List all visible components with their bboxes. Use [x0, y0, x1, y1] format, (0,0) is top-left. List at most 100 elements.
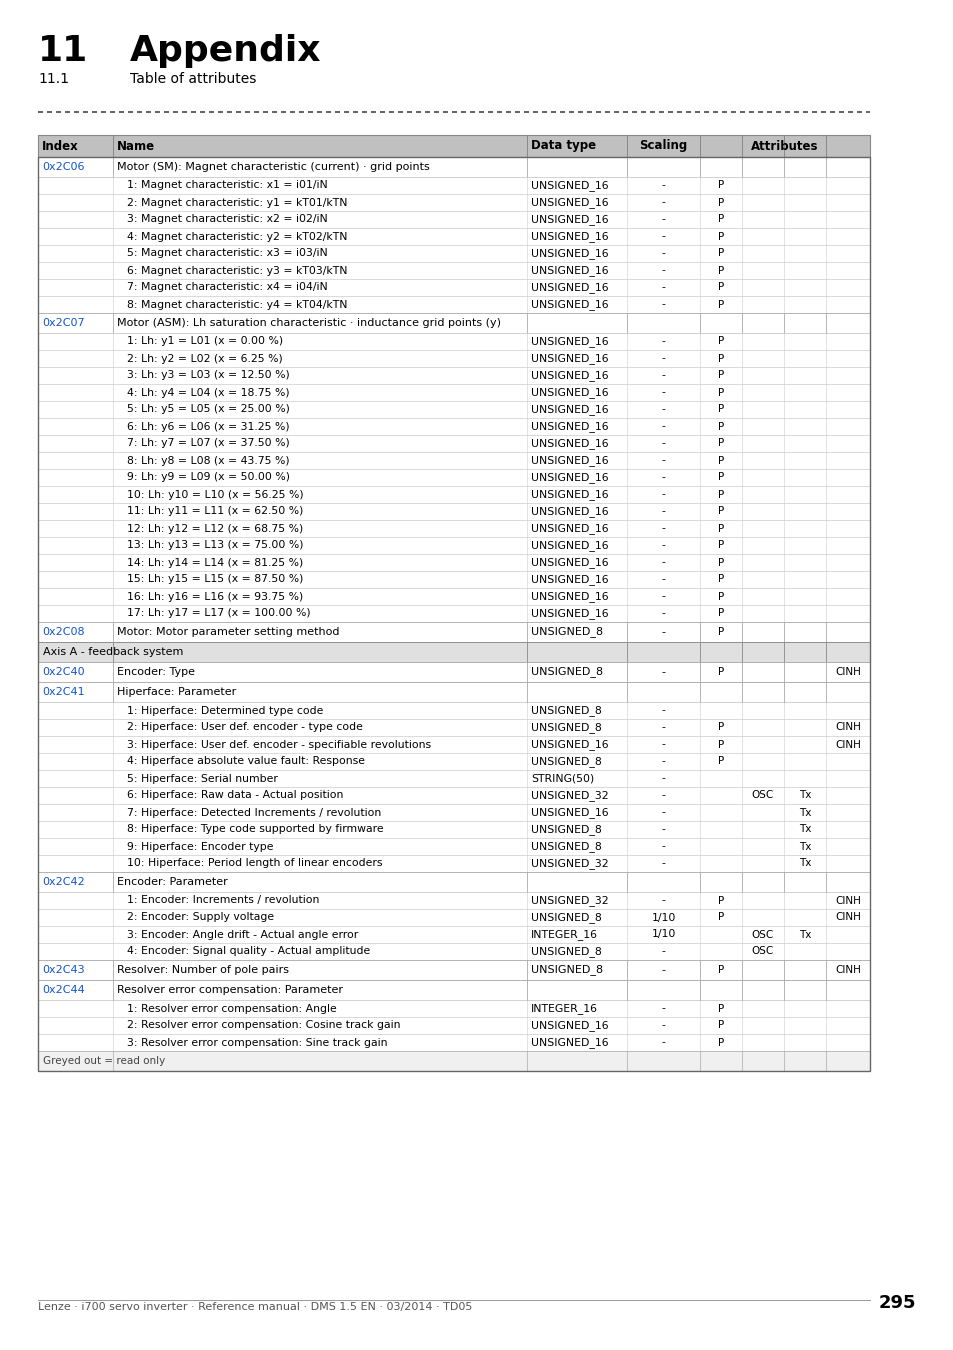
Text: P: P	[717, 591, 723, 602]
Text: 2: Resolver error compensation: Cosine track gain: 2: Resolver error compensation: Cosine t…	[127, 1021, 400, 1030]
Text: P: P	[717, 181, 723, 190]
Text: P: P	[717, 506, 723, 517]
Text: P: P	[717, 266, 723, 275]
Text: UNSIGNED_16: UNSIGNED_16	[531, 522, 608, 535]
Text: 5: Hiperface: Serial number: 5: Hiperface: Serial number	[127, 774, 277, 783]
Text: UNSIGNED_16: UNSIGNED_16	[531, 608, 608, 618]
Bar	[38, 909, 869, 926]
Text: UNSIGNED_16: UNSIGNED_16	[531, 472, 608, 483]
Text: UNSIGNED_32: UNSIGNED_32	[531, 790, 608, 801]
Text: 3: Lh: y3 = L03 (x = 12.50 %): 3: Lh: y3 = L03 (x = 12.50 %)	[127, 370, 290, 381]
Text: 4: Hiperface absolute value fault: Response: 4: Hiperface absolute value fault: Respo…	[127, 756, 365, 767]
Text: CINH: CINH	[834, 913, 860, 922]
Text: UNSIGNED_8: UNSIGNED_8	[531, 824, 601, 834]
Text: UNSIGNED_16: UNSIGNED_16	[531, 404, 608, 414]
Text: P: P	[717, 421, 723, 432]
Text: UNSIGNED_8: UNSIGNED_8	[531, 667, 602, 678]
Bar	[38, 244, 869, 262]
Text: UNSIGNED_16: UNSIGNED_16	[531, 370, 608, 381]
Text: -: -	[660, 215, 665, 224]
Text: UNSIGNED_16: UNSIGNED_16	[531, 738, 608, 751]
Bar	[38, 401, 869, 418]
Text: 16: Lh: y16 = L16 (x = 93.75 %): 16: Lh: y16 = L16 (x = 93.75 %)	[127, 591, 303, 602]
Text: 7: Hiperface: Detected Increments / revolution: 7: Hiperface: Detected Increments / revo…	[127, 807, 381, 818]
Text: P: P	[717, 722, 723, 733]
Text: -: -	[660, 439, 665, 448]
Bar	[38, 279, 869, 296]
Text: Table of attributes: Table of attributes	[130, 72, 256, 86]
Text: -: -	[660, 248, 665, 258]
Text: P: P	[717, 197, 723, 208]
Text: P: P	[717, 248, 723, 258]
Text: P: P	[717, 558, 723, 567]
Text: -: -	[660, 591, 665, 602]
Text: -: -	[660, 706, 665, 716]
Text: UNSIGNED_8: UNSIGNED_8	[531, 705, 601, 716]
Bar	[38, 228, 869, 244]
Text: 11.1: 11.1	[38, 72, 69, 86]
Text: 1: Hiperface: Determined type code: 1: Hiperface: Determined type code	[127, 706, 323, 716]
Text: 0x2C42: 0x2C42	[42, 878, 85, 887]
Bar	[38, 452, 869, 468]
Text: UNSIGNED_8: UNSIGNED_8	[531, 913, 601, 923]
Bar	[38, 753, 869, 769]
Bar	[38, 980, 869, 1000]
Text: -: -	[660, 859, 665, 868]
Text: 2: Lh: y2 = L02 (x = 6.25 %): 2: Lh: y2 = L02 (x = 6.25 %)	[127, 354, 282, 363]
Text: P: P	[717, 455, 723, 466]
Text: -: -	[660, 965, 665, 975]
Bar	[38, 486, 869, 504]
Text: UNSIGNED_16: UNSIGNED_16	[531, 1021, 608, 1031]
Bar	[38, 571, 869, 589]
Text: 12: Lh: y12 = L12 (x = 68.75 %): 12: Lh: y12 = L12 (x = 68.75 %)	[127, 524, 303, 533]
Text: -: -	[660, 421, 665, 432]
Text: -: -	[660, 231, 665, 242]
Text: UNSIGNED_8: UNSIGNED_8	[531, 756, 601, 767]
Text: Tx: Tx	[798, 807, 810, 818]
Bar	[38, 1017, 869, 1034]
Text: 0x2C06: 0x2C06	[42, 162, 85, 171]
Text: 8: Lh: y8 = L08 (x = 43.75 %): 8: Lh: y8 = L08 (x = 43.75 %)	[127, 455, 290, 466]
Bar	[38, 468, 869, 486]
Bar	[38, 1052, 869, 1071]
Text: Tx: Tx	[798, 930, 810, 940]
Text: 1/10: 1/10	[651, 930, 675, 940]
Text: UNSIGNED_16: UNSIGNED_16	[531, 387, 608, 398]
Text: UNSIGNED_16: UNSIGNED_16	[531, 1037, 608, 1048]
Text: 3: Resolver error compensation: Sine track gain: 3: Resolver error compensation: Sine tra…	[127, 1038, 387, 1048]
Bar	[38, 313, 869, 333]
Text: UNSIGNED_16: UNSIGNED_16	[531, 506, 608, 517]
Text: -: -	[660, 405, 665, 414]
Text: -: -	[660, 626, 665, 637]
Text: -: -	[660, 300, 665, 309]
Bar	[38, 435, 869, 452]
Text: Appendix: Appendix	[130, 34, 321, 68]
Text: UNSIGNED_16: UNSIGNED_16	[531, 574, 608, 585]
Text: CINH: CINH	[834, 740, 860, 749]
Bar	[38, 872, 869, 892]
Bar	[38, 350, 869, 367]
Text: Lenze · i700 servo inverter · Reference manual · DMS 1.5 EN · 03/2014 · TD05: Lenze · i700 servo inverter · Reference …	[38, 1301, 472, 1312]
Bar	[38, 622, 869, 643]
Text: Resolver: Number of pole pairs: Resolver: Number of pole pairs	[117, 965, 289, 975]
Bar	[38, 605, 869, 622]
Text: UNSIGNED_16: UNSIGNED_16	[531, 437, 608, 450]
Bar	[38, 194, 869, 211]
Text: CINH: CINH	[834, 722, 860, 733]
Text: Axis A - feedback system: Axis A - feedback system	[43, 647, 183, 657]
Bar	[38, 589, 869, 605]
Bar	[38, 554, 869, 571]
Text: -: -	[660, 667, 665, 676]
Text: OSC: OSC	[751, 946, 773, 957]
Text: 8: Hiperface: Type code supported by firmware: 8: Hiperface: Type code supported by fir…	[127, 825, 383, 834]
Text: UNSIGNED_16: UNSIGNED_16	[531, 354, 608, 364]
Text: Tx: Tx	[798, 791, 810, 801]
Text: Name: Name	[117, 139, 155, 153]
Text: 11: 11	[38, 34, 89, 68]
Bar	[38, 504, 869, 520]
Text: 14: Lh: y14 = L14 (x = 81.25 %): 14: Lh: y14 = L14 (x = 81.25 %)	[127, 558, 303, 567]
Text: P: P	[717, 282, 723, 293]
Text: 15: Lh: y15 = L15 (x = 87.50 %): 15: Lh: y15 = L15 (x = 87.50 %)	[127, 575, 303, 585]
Text: P: P	[717, 1003, 723, 1014]
Text: Tx: Tx	[798, 841, 810, 852]
